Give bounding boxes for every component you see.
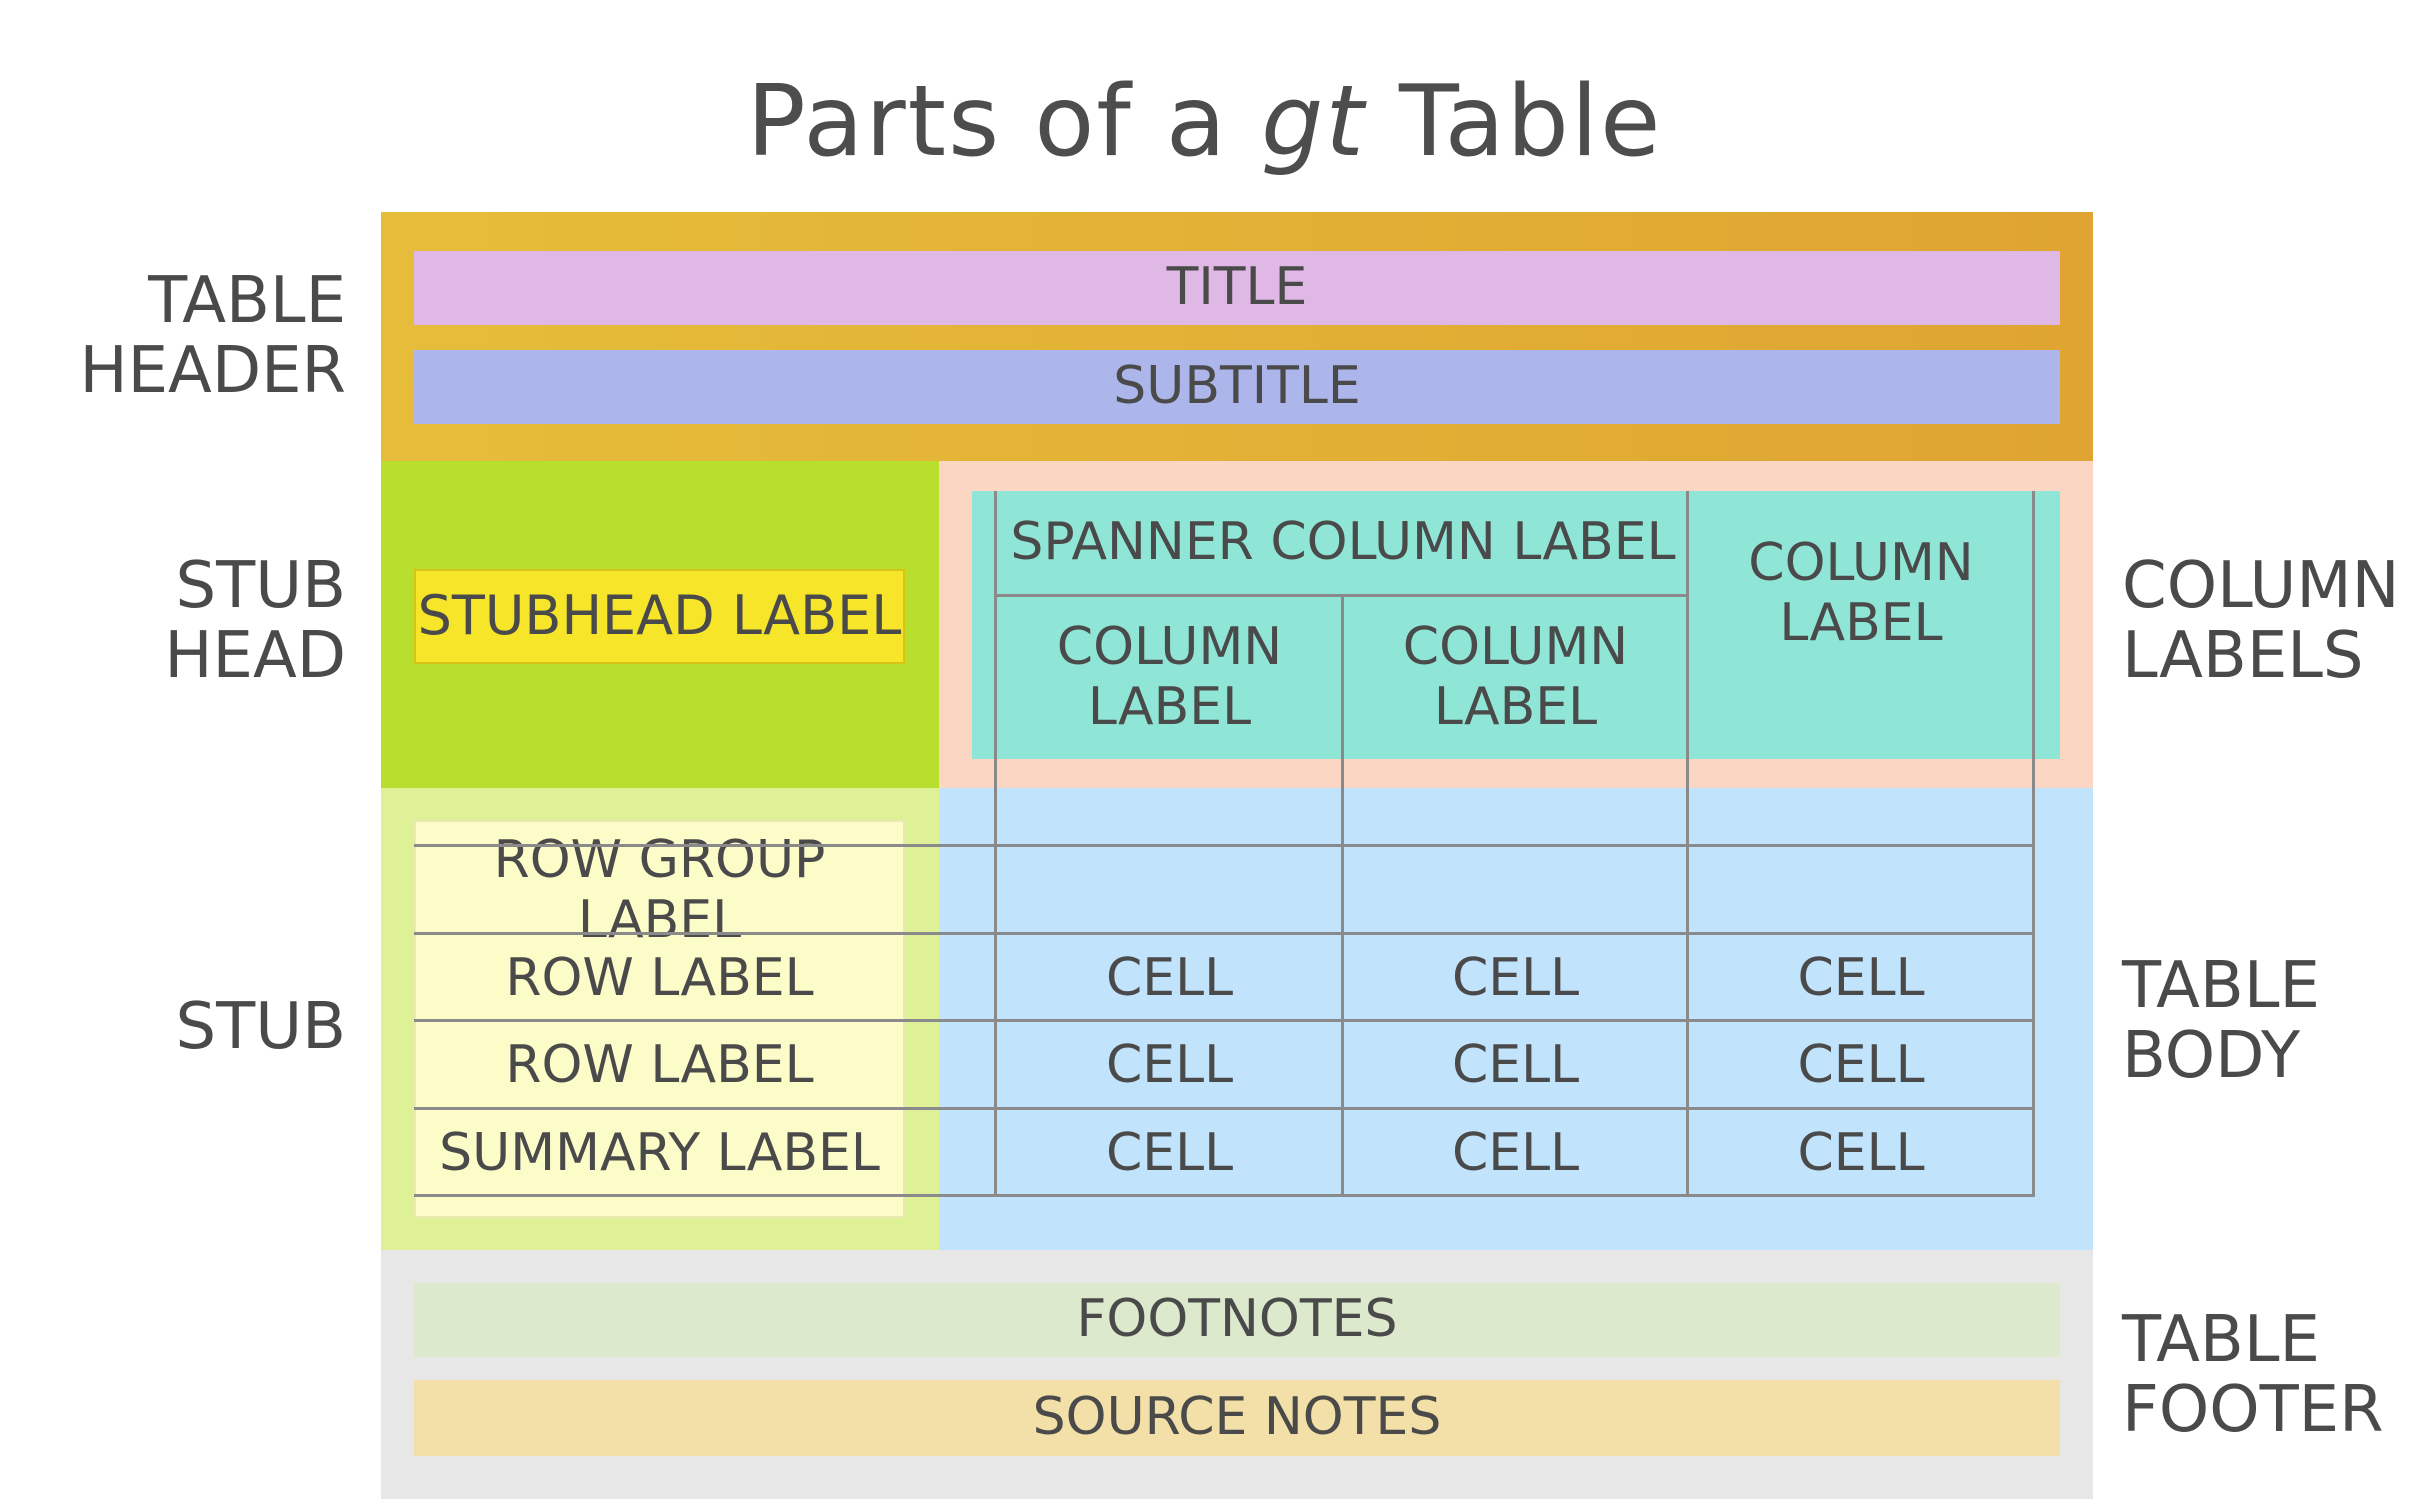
grid-horizontal-line: [414, 1019, 2035, 1022]
grid-horizontal-line: [414, 1107, 2035, 1110]
side-label-line: COLUMN: [2122, 549, 2400, 623]
side-label-line: LABELS: [2122, 619, 2364, 693]
side-label-line: BODY: [2122, 1019, 2301, 1093]
side-label-stub-head: STUB HEAD: [40, 551, 346, 691]
row-label: ROW LABEL: [505, 1035, 814, 1096]
title-prefix: Parts of a: [746, 65, 1228, 179]
column-label-line: COLUMN: [1056, 617, 1283, 678]
spanner-column-label: SPANNER COLUMN LABEL: [1010, 512, 1676, 573]
body-cell: CELL: [1451, 1122, 1580, 1183]
side-label-line: TABLE: [2122, 949, 2320, 1023]
column-label-1: COLUMN LABEL: [996, 597, 1343, 759]
side-label-line: TABLE: [2122, 1303, 2320, 1377]
body-cell: CELL: [1797, 947, 1925, 1008]
row-group-label: ROW GROUP LABEL: [493, 830, 826, 950]
body-cell: CELL: [1797, 1122, 1925, 1183]
title-suffix: Table: [1398, 65, 1663, 179]
column-label-3: COLUMN LABEL: [1688, 491, 2034, 697]
column-label-line: LABEL: [1087, 677, 1252, 737]
grid-horizontal-line: [414, 1194, 2035, 1197]
source-notes-bar: SOURCE NOTES: [414, 1380, 2060, 1456]
summary-label: SUMMARY LABEL: [439, 1122, 880, 1183]
diagram-title: Parts of a gt Table: [0, 62, 2409, 182]
side-label-line: FOOTER: [2122, 1373, 2384, 1447]
body-cell: CELL: [1105, 947, 1234, 1008]
subtitle-bar: SUBTITLE: [414, 350, 2060, 424]
body-cell: CELL: [1451, 1035, 1580, 1096]
column-label-2: COLUMN LABEL: [1343, 597, 1688, 759]
side-label-line: HEAD: [164, 619, 346, 693]
footnotes-bar: FOOTNOTES: [414, 1283, 2060, 1357]
column-label-line: LABEL: [1779, 593, 1943, 653]
title-bar: TITLE: [414, 251, 2060, 325]
side-label-line: STUB: [175, 549, 346, 623]
body-cell: CELL: [1451, 947, 1580, 1008]
grid-horizontal-line: [414, 844, 2035, 847]
side-label-line: HEADER: [79, 334, 346, 408]
grid-vertical-line: [1341, 595, 1344, 1197]
column-label-line: COLUMN: [1402, 617, 1629, 678]
side-label-table-header: TABLE HEADER: [40, 266, 346, 406]
title-italic: gt: [1261, 65, 1366, 179]
side-label-line: TABLE: [148, 264, 346, 338]
body-cell: CELL: [1105, 1122, 1234, 1183]
side-label-stub: STUB: [175, 990, 346, 1064]
grid-horizontal-line: [996, 594, 1688, 597]
body-cell: CELL: [1797, 1035, 1925, 1096]
side-label-column-labels: COLUMN LABELS: [2122, 551, 2409, 691]
stubhead-label: STUBHEAD LABEL: [414, 569, 905, 664]
side-label-table-body: TABLE BODY: [2122, 951, 2409, 1091]
column-label-line: LABEL: [1433, 677, 1598, 737]
column-label-line: COLUMN: [1748, 533, 1974, 594]
grid-horizontal-line: [414, 932, 2035, 935]
body-cell: CELL: [1105, 1035, 1234, 1096]
column-labels-inner: [972, 491, 2060, 759]
side-label-table-footer: TABLE FOOTER: [2122, 1305, 2409, 1445]
row-label: ROW LABEL: [505, 947, 814, 1008]
